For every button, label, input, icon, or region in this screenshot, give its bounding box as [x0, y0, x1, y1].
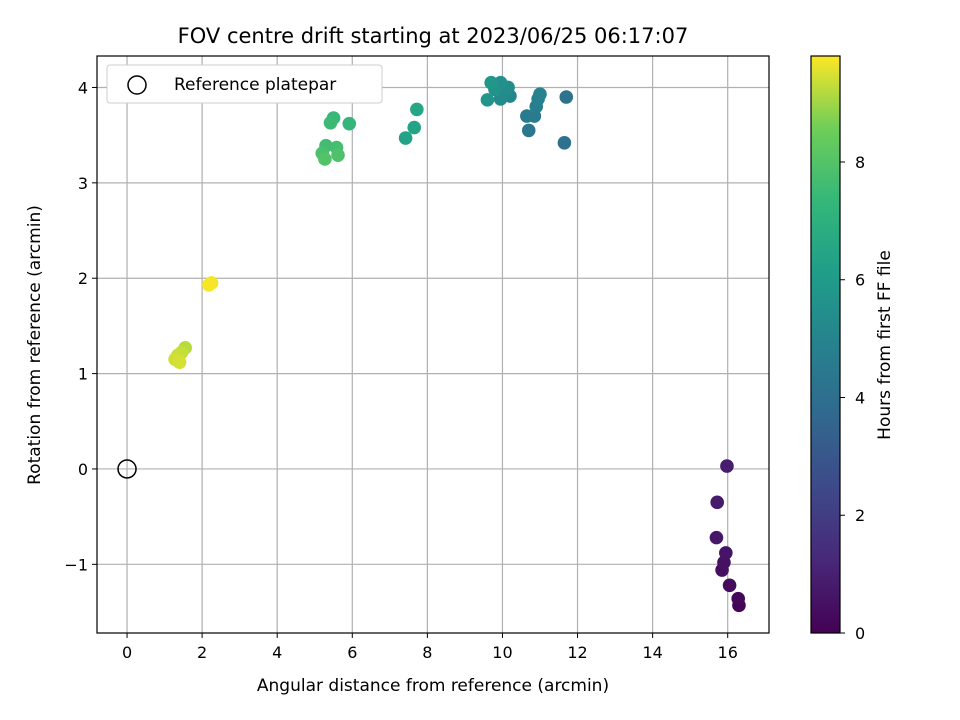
colorbar-tick-label: 4: [855, 388, 865, 407]
data-point: [202, 278, 216, 292]
data-point: [521, 123, 536, 138]
colorbar: 0 2 4 6 8 Hours from first FF file: [810, 55, 895, 643]
plot-frame: [96, 55, 770, 634]
x-tick-label: 2: [197, 643, 207, 662]
data-point: [410, 102, 424, 117]
data-point: [484, 75, 498, 90]
colorbar-tick-label: 6: [855, 271, 865, 290]
x-tick-label: 4: [272, 643, 282, 662]
chart-title: FOV centre drift starting at 2023/06/25 …: [178, 24, 689, 48]
grid: [97, 56, 769, 633]
data-point: [709, 530, 724, 545]
legend: Reference platepar: [106, 64, 383, 104]
data-point: [731, 591, 746, 606]
data-point: [331, 148, 345, 162]
x-tick-label: 16: [718, 643, 738, 662]
legend-reference-label: Reference platepar: [174, 75, 336, 95]
colorbar-label: Hours from first FF file: [875, 250, 895, 440]
x-tick-label: 12: [567, 643, 587, 662]
colorbar-gradient: [810, 55, 841, 634]
data-point: [407, 120, 422, 135]
x-axis-label: Angular distance from reference (arcmin): [257, 676, 609, 696]
data-point: [398, 131, 413, 145]
data-point: [710, 495, 724, 510]
data-point: [318, 152, 332, 166]
y-tick-label: 1: [78, 365, 88, 384]
x-tick-label: 0: [122, 643, 132, 662]
x-tick-label: 14: [642, 643, 662, 662]
legend-box: [106, 64, 383, 104]
data-point: [480, 93, 495, 107]
data-point: [172, 355, 187, 369]
x-tick-label: 6: [347, 643, 357, 662]
colorbar-ticks: 0 2 4 6 8: [840, 153, 865, 643]
colorbar-tick-label: 0: [855, 624, 865, 643]
data-point: [722, 578, 737, 593]
legend-reference-marker: [127, 75, 147, 95]
x-tick-label: 10: [492, 643, 512, 662]
y-tick-label: 4: [78, 78, 88, 97]
data-points: [168, 75, 746, 613]
y-axis-label: Rotation from reference (arcmin): [25, 205, 45, 485]
y-tick-label: 2: [78, 269, 88, 288]
data-point: [557, 135, 572, 150]
x-tick-label: 8: [422, 643, 432, 662]
data-point: [323, 115, 338, 130]
reference-marker: [117, 459, 137, 479]
data-point: [342, 116, 357, 131]
colorbar-tick-label: 8: [855, 153, 865, 172]
y-tick-label: 0: [78, 460, 88, 479]
colorbar-tick-label: 2: [855, 506, 865, 525]
y-tick-label: 3: [78, 174, 88, 193]
y-axis-ticks: −1 0 1 2 3 4: [64, 78, 97, 574]
data-point: [559, 90, 574, 104]
data-point: [719, 546, 733, 560]
y-tick-label: −1: [64, 555, 88, 574]
data-point: [720, 459, 734, 473]
data-point: [533, 87, 547, 101]
x-axis-ticks: 0 2 4 6 8 10 12 14 16: [122, 633, 738, 662]
